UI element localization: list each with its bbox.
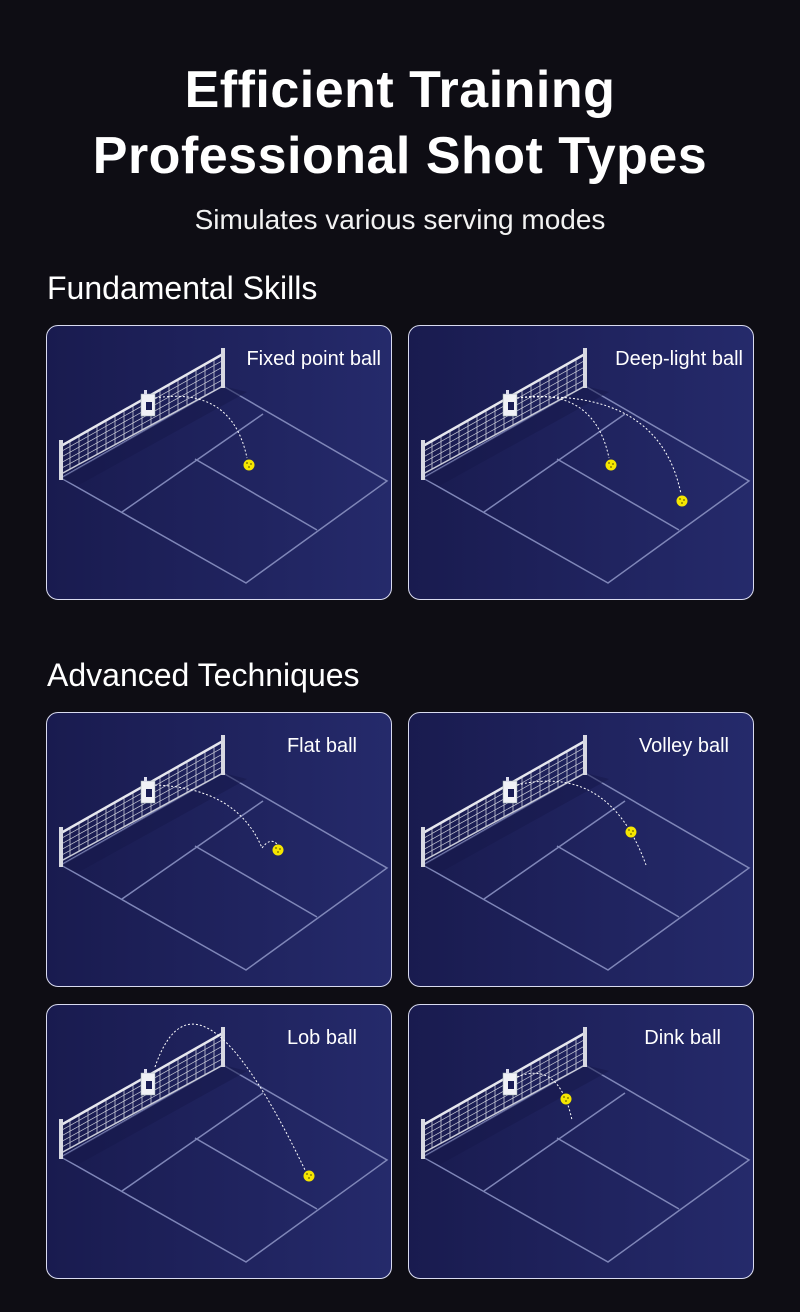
card-dink-ball: Dink ball xyxy=(408,1004,754,1279)
court-lines xyxy=(421,772,751,971)
court-lines xyxy=(59,1064,389,1263)
card-volley-ball: Volley ball xyxy=(408,712,754,987)
ball-machine-icon xyxy=(140,390,156,417)
ball-machine-icon xyxy=(502,777,518,804)
trajectory xyxy=(154,784,280,849)
section-title-advanced: Advanced Techniques xyxy=(47,657,360,693)
trajectory xyxy=(516,395,610,459)
card-deep-light-ball: Deep-light ball xyxy=(408,325,754,600)
card-lob-ball: Lob ball xyxy=(46,1004,392,1279)
pickleball-icon xyxy=(303,1170,315,1182)
pickleball-icon xyxy=(560,1093,572,1105)
card-label: Deep-light ball xyxy=(615,348,743,370)
trajectory xyxy=(154,395,248,459)
trajectory xyxy=(516,780,647,866)
card-label: Lob ball xyxy=(286,1027,357,1049)
court-lines xyxy=(421,385,751,584)
net xyxy=(421,348,587,480)
trajectory xyxy=(516,396,682,495)
card-fixed-point-ball: Fixed point ball xyxy=(46,325,392,600)
card-label: Flat ball xyxy=(286,735,357,757)
title-line-1: Efficient Training xyxy=(184,61,616,119)
trajectory xyxy=(154,1023,306,1171)
pickleball-icon xyxy=(605,459,617,471)
card-label: Volley ball xyxy=(638,735,729,757)
ball-machine-icon xyxy=(140,777,156,804)
pickleball-icon xyxy=(625,826,637,838)
title-line-2: Professional Shot Types xyxy=(92,127,708,185)
section-title-fundamental: Fundamental Skills xyxy=(47,270,318,306)
card-label: Dink ball xyxy=(644,1027,721,1049)
court-lines xyxy=(421,1064,751,1263)
court-lines xyxy=(59,772,389,971)
pickleball-icon xyxy=(676,495,688,507)
ball-machine-icon xyxy=(502,1069,518,1096)
court-lines xyxy=(59,385,389,584)
card-flat-ball: Flat ball xyxy=(46,712,392,987)
ball-machine-icon xyxy=(140,1069,156,1096)
pickleball-icon xyxy=(243,459,255,471)
trajectory xyxy=(516,1072,573,1121)
pickleball-icon xyxy=(272,844,284,856)
card-label: Fixed point ball xyxy=(246,348,381,370)
ball-machine-icon xyxy=(502,390,518,417)
subtitle: Simulates various serving modes xyxy=(194,204,606,235)
